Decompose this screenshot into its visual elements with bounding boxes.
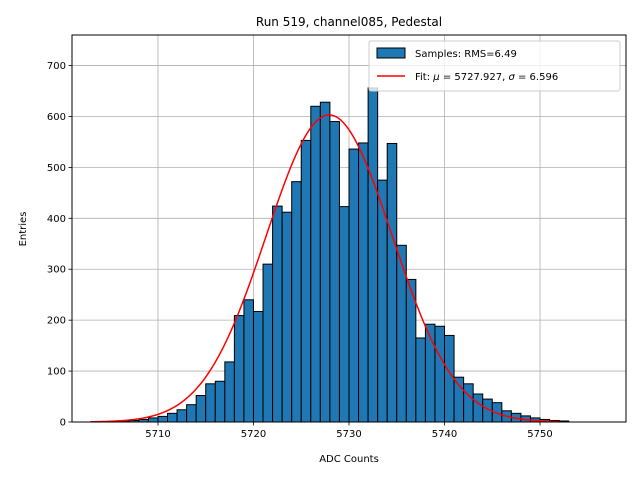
histogram-bars <box>90 87 570 423</box>
x-tick-label: 5730 <box>336 429 361 440</box>
legend-fit-end: = 6.596 <box>515 72 558 83</box>
y-tick-label: 700 <box>47 61 66 72</box>
x-axis-label: ADC Counts <box>319 454 379 465</box>
x-tick-label: 5740 <box>432 429 457 440</box>
y-axis-label: Entries <box>18 212 29 247</box>
x-tick-label: 5720 <box>241 429 266 440</box>
histogram-bar <box>186 404 197 423</box>
legend-fit-mid: = 5727.927, <box>440 72 509 83</box>
histogram-bar <box>262 263 274 423</box>
histogram-bar <box>300 139 312 423</box>
legend-samples-swatch <box>376 47 406 59</box>
legend-box <box>368 40 621 92</box>
y-tick-label: 300 <box>47 265 66 276</box>
legend-fit-mu-symbol: μ <box>432 72 439 83</box>
histogram-bar <box>252 311 264 423</box>
histogram-bar <box>214 380 226 423</box>
histogram-bar <box>444 334 455 423</box>
histogram-bar <box>386 142 398 423</box>
y-axis-ticks: 0 100 200 300 400 500 600 700 <box>47 61 72 429</box>
legend-samples-label: Samples: RMS=6.49 <box>415 49 517 60</box>
histogram-bar <box>243 299 254 423</box>
histogram-bar <box>167 412 178 423</box>
legend-fit-sigma-symbol: σ <box>508 72 515 83</box>
histogram-bar <box>272 205 283 423</box>
histogram-bar <box>224 361 235 423</box>
histogram-bar <box>434 325 446 423</box>
legend: Samples: RMS=6.49 Fit: μ = 5727.927, σ =… <box>368 40 621 92</box>
x-tick-label: 5750 <box>527 429 552 440</box>
histogram-bar <box>147 417 159 423</box>
legend-fit-label: Fit: μ = 5727.927, σ = 6.596 <box>415 72 558 83</box>
y-tick-label: 600 <box>47 112 66 123</box>
histogram-bar <box>291 181 302 423</box>
histogram-bar <box>329 121 340 423</box>
histogram-bar <box>424 323 436 423</box>
y-tick-label: 100 <box>47 367 66 378</box>
histogram-bar <box>319 101 331 423</box>
histogram-bar <box>472 393 484 423</box>
fit-curve-group <box>91 114 560 423</box>
x-axis-ticks: 5710 5720 5730 5740 5750 <box>145 422 553 440</box>
fit-curve <box>91 114 560 423</box>
y-tick-label: 500 <box>47 163 66 174</box>
histogram-bar <box>348 148 360 423</box>
histogram-bar <box>195 395 207 423</box>
histogram-bar <box>463 383 474 423</box>
histogram-bar <box>358 142 369 423</box>
histogram-bar <box>367 87 379 423</box>
y-tick-label: 0 <box>60 418 66 429</box>
histogram-bar <box>176 409 188 423</box>
chart-title: Run 519, channel085, Pedestal <box>256 15 442 29</box>
y-tick-label: 400 <box>47 214 66 225</box>
histogram-bar <box>233 315 245 423</box>
histogram-bar <box>310 105 321 423</box>
legend-fit-prefix: Fit: <box>415 72 433 83</box>
histogram-bar <box>281 211 293 423</box>
histogram-bar <box>415 337 426 423</box>
histogram-bar <box>205 383 216 423</box>
histogram-bar <box>157 415 169 423</box>
y-tick-label: 200 <box>47 316 66 327</box>
x-tick-label: 5710 <box>145 429 170 440</box>
histogram-bar <box>338 206 350 423</box>
